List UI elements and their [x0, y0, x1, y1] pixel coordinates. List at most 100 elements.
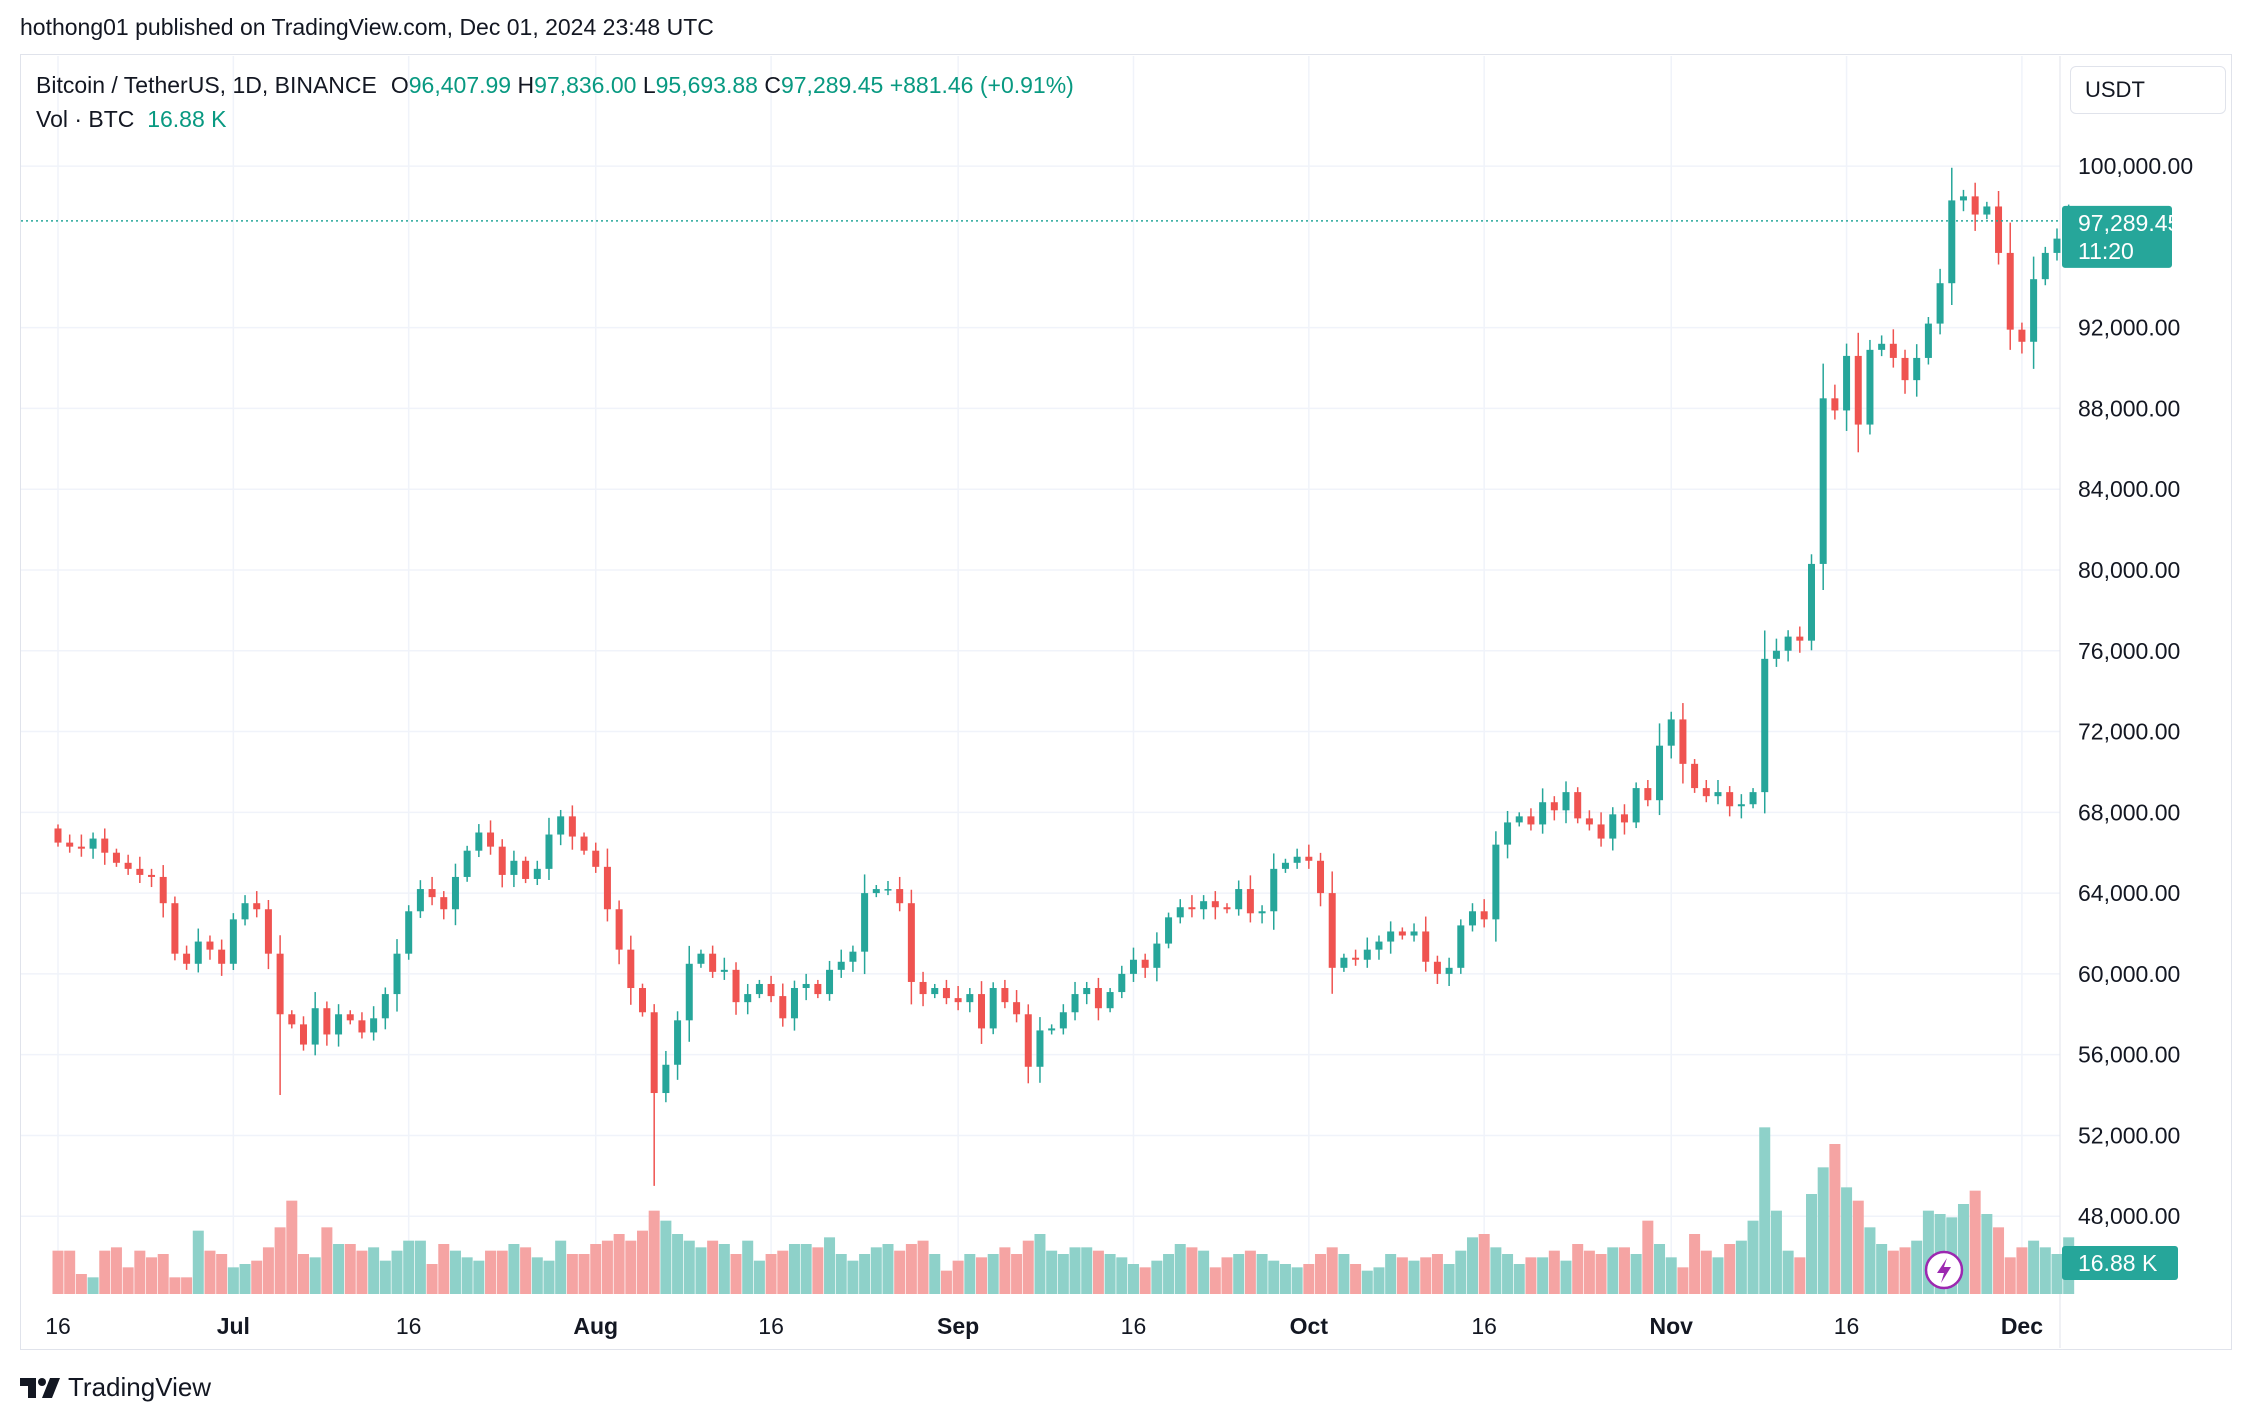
candle: [241, 895, 249, 926]
candle-body: [194, 941, 202, 964]
candle: [112, 848, 120, 867]
currency-selector[interactable]: USDT: [2070, 66, 2226, 114]
volume-bar: [1466, 1237, 1478, 1294]
volume-bar: [1233, 1254, 1245, 1294]
candle-body: [1468, 911, 1476, 926]
volume-bar: [531, 1257, 543, 1294]
volume-bar: [601, 1240, 613, 1294]
candle: [2006, 222, 2014, 350]
candle-body: [1246, 889, 1254, 914]
candle: [1632, 782, 1640, 829]
candle: [966, 988, 974, 1013]
candle: [732, 962, 740, 1015]
volume-bar: [1560, 1260, 1572, 1294]
price-tick-label: 56,000.00: [2078, 1042, 2180, 1068]
volume-bar: [1221, 1257, 1233, 1294]
candle-body: [1819, 398, 1827, 564]
candle-body: [1024, 1014, 1032, 1067]
candle: [767, 975, 775, 1003]
candle: [1983, 201, 1991, 220]
candle-body: [779, 996, 787, 1019]
price-badge-countdown: 11:20: [2078, 238, 2134, 264]
candle: [136, 856, 144, 884]
candle-body: [1854, 355, 1862, 425]
candle-body: [1223, 907, 1231, 910]
candle-body: [1644, 788, 1652, 801]
volume-bar: [2039, 1247, 2051, 1294]
candle-body: [1527, 816, 1535, 825]
candle: [1656, 723, 1664, 816]
volume-bar: [1420, 1257, 1432, 1294]
candle-body: [1433, 961, 1441, 974]
candle-body: [1480, 911, 1488, 920]
candle-body: [954, 998, 962, 1003]
candle-body: [1059, 1012, 1067, 1029]
volume-bar: [1922, 1210, 1934, 1294]
candle: [1352, 949, 1360, 966]
volume-bar: [297, 1254, 309, 1294]
candle: [954, 985, 962, 1011]
candle: [1702, 780, 1710, 803]
candle: [381, 987, 389, 1030]
volume-bar: [917, 1240, 929, 1294]
time-tick-label: Oct: [1290, 1313, 1329, 1339]
volume-bar: [590, 1244, 602, 1294]
volume-bar: [1887, 1250, 1899, 1294]
volume-label[interactable]: Vol · BTC: [36, 106, 135, 132]
lightning-icon[interactable]: [1924, 1250, 1964, 1290]
candle-body: [487, 832, 495, 847]
candle-body: [744, 994, 752, 1003]
candle: [405, 905, 413, 960]
candle: [1667, 711, 1675, 759]
volume-bar: [566, 1254, 578, 1294]
volume-bar: [1583, 1250, 1595, 1294]
candle: [790, 980, 798, 1031]
candle-body: [1457, 925, 1465, 968]
volume-bar: [157, 1254, 169, 1294]
candle: [1328, 871, 1336, 994]
candle-body: [405, 911, 413, 954]
candle: [1959, 189, 1967, 212]
candle-body: [136, 868, 144, 875]
candle-body: [1866, 349, 1874, 425]
candle-body: [463, 850, 471, 877]
chart-frame[interactable]: [20, 54, 2232, 1350]
candle: [1480, 899, 1488, 928]
candle: [194, 928, 202, 973]
volume-bar: [812, 1247, 824, 1294]
candle-body: [907, 903, 915, 982]
candle-body: [1153, 943, 1161, 968]
candle: [451, 863, 459, 926]
candle: [1083, 981, 1091, 1005]
candle: [1936, 268, 1944, 335]
volume-bar: [1595, 1254, 1607, 1294]
candle-body: [229, 919, 237, 964]
candle-body: [148, 874, 156, 877]
volume-bar: [1163, 1254, 1175, 1294]
price-badge-value: 97,289.45: [2078, 210, 2180, 236]
candle: [603, 848, 611, 922]
candle-body: [1492, 844, 1500, 920]
candle: [639, 983, 646, 1017]
candle-body: [206, 941, 214, 950]
candle-body: [1363, 949, 1371, 960]
candle-body: [639, 988, 646, 1013]
tradingview-logo[interactable]: TradingView: [20, 1372, 211, 1403]
volume-bar: [1794, 1257, 1806, 1294]
candle: [1200, 895, 1208, 920]
candle: [370, 1006, 378, 1041]
candle: [545, 817, 553, 880]
volume-bar: [134, 1250, 146, 1294]
candle: [533, 860, 541, 886]
candle-body: [1129, 959, 1137, 974]
candle: [1843, 343, 1851, 431]
candle-body: [1258, 911, 1266, 914]
candle: [1176, 899, 1184, 924]
volume-bar: [1841, 1187, 1853, 1294]
volume-bar: [952, 1260, 964, 1294]
low-label: L: [642, 72, 656, 98]
volume-bar: [940, 1270, 952, 1294]
symbol-label[interactable]: Bitcoin / TetherUS, 1D, BINANCE: [36, 72, 377, 98]
volume-bar: [403, 1240, 415, 1294]
